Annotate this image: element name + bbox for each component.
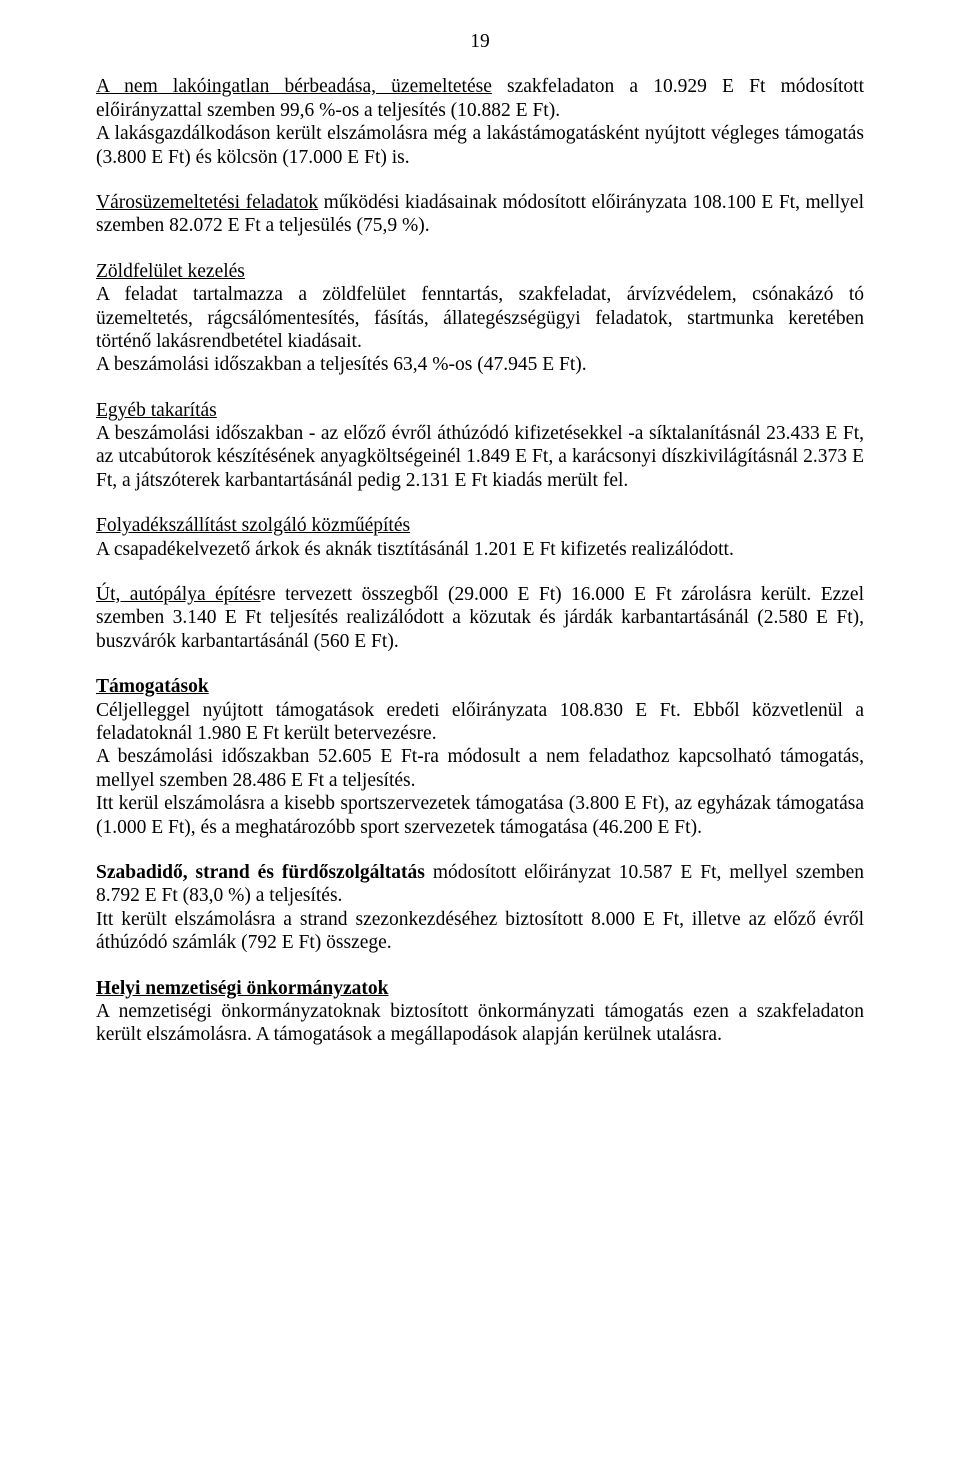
para9-heading: Helyi nemzetiségi önkormányzatok bbox=[96, 978, 388, 999]
paragraph-4: Egyéb takarítás A beszámolási időszakban… bbox=[96, 399, 864, 493]
para9-body: A nemzetiségi önkormányzatoknak biztosít… bbox=[96, 1001, 864, 1045]
para3-heading: Zöldfelület kezelés bbox=[96, 261, 245, 282]
paragraph-9: Helyi nemzetiségi önkormányzatok A nemze… bbox=[96, 977, 864, 1047]
paragraph-1: A nem lakóingatlan bérbeadása, üzemeltet… bbox=[96, 75, 864, 169]
paragraph-2: Városüzemeltetési feladatok működési kia… bbox=[96, 191, 864, 238]
para4-body: A beszámolási időszakban - az előző évrő… bbox=[96, 423, 864, 491]
para7-body1: Céljelleggel nyújtott támogatások eredet… bbox=[96, 700, 864, 744]
para7-heading: Támogatások bbox=[96, 676, 209, 697]
para8-line2: Itt került elszámolásra a strand szezonk… bbox=[96, 909, 864, 953]
para1-line2: A lakásgazdálkodáson került elszámolásra… bbox=[96, 123, 864, 167]
para8-bold: Szabadidő, strand és fürdőszolgáltatás bbox=[96, 862, 425, 883]
paragraph-6: Út, autópálya építésre tervezett összegb… bbox=[96, 583, 864, 653]
document-page: 19 A nem lakóingatlan bérbeadása, üzemel… bbox=[0, 0, 960, 1480]
para2-underlined: Városüzemeltetési feladatok bbox=[96, 192, 318, 213]
para5-body: A csapadékelvezető árkok és aknák tisztí… bbox=[96, 539, 734, 560]
paragraph-8: Szabadidő, strand és fürdőszolgáltatás m… bbox=[96, 861, 864, 955]
paragraph-7: Támogatások Céljelleggel nyújtott támoga… bbox=[96, 675, 864, 839]
paragraph-5: Folyadékszállítást szolgáló közműépítés … bbox=[96, 514, 864, 561]
page-number: 19 bbox=[96, 30, 864, 53]
para6-underlined: Út, autópálya építés bbox=[96, 584, 261, 605]
para3-body1: A feladat tartalmazza a zöldfelület fenn… bbox=[96, 284, 864, 352]
para7-body2: A beszámolási időszakban 52.605 E Ft-ra … bbox=[96, 746, 864, 790]
para3-body2: A beszámolási időszakban a teljesítés 63… bbox=[96, 354, 587, 375]
paragraph-3: Zöldfelület kezelés A feladat tartalmazz… bbox=[96, 260, 864, 377]
para1-underlined: A nem lakóingatlan bérbeadása, üzemeltet… bbox=[96, 76, 492, 97]
para4-heading: Egyéb takarítás bbox=[96, 400, 217, 421]
para5-heading: Folyadékszállítást szolgáló közműépítés bbox=[96, 515, 410, 536]
para7-body3: Itt kerül elszámolásra a kisebb sportsze… bbox=[96, 793, 864, 837]
